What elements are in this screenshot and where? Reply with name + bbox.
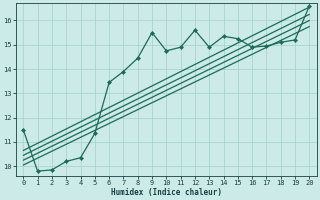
X-axis label: Humidex (Indice chaleur): Humidex (Indice chaleur) [111, 188, 222, 197]
